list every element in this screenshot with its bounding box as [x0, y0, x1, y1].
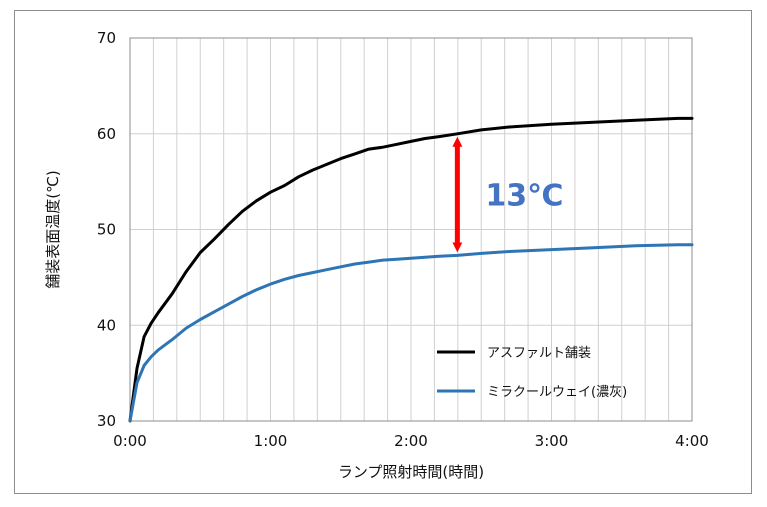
chart-frame — [14, 10, 752, 494]
y-tick-label: 70 — [97, 29, 116, 47]
difference-label: 13℃ — [485, 179, 563, 214]
tick-labels: 0:00 1:00 2:00 3:00 4:00 30 40 50 60 70 — [97, 29, 709, 450]
grid — [130, 38, 692, 421]
plot-area — [129, 37, 693, 422]
series-layer — [128, 116, 694, 423]
x-axis-title: ランプ照射時間(時間) — [338, 463, 484, 481]
y-tick-label: 40 — [97, 316, 116, 334]
x-tick-label: 0:00 — [113, 432, 147, 450]
legend: アスファルト舗装 ミラクールウェイ(濃灰) — [437, 346, 627, 400]
y-tick-label: 50 — [97, 221, 116, 239]
y-tick-label: 60 — [97, 125, 116, 143]
x-tick-label: 4:00 — [675, 432, 709, 450]
y-tick-label: 30 — [97, 412, 116, 430]
series-line-0 — [128, 116, 694, 423]
series-line-1 — [128, 243, 694, 423]
legend-label-asphalt: アスファルト舗装 — [487, 346, 591, 361]
legend-label-miracoolway: ミラクールウェイ(濃灰) — [487, 385, 627, 400]
annotation-layer: 13℃ — [452, 136, 563, 253]
x-tick-label: 3:00 — [535, 432, 569, 450]
x-tick-label: 2:00 — [394, 432, 428, 450]
y-axis-title: 舗装表面温度(℃) — [44, 170, 62, 289]
x-tick-label: 1:00 — [254, 432, 288, 450]
